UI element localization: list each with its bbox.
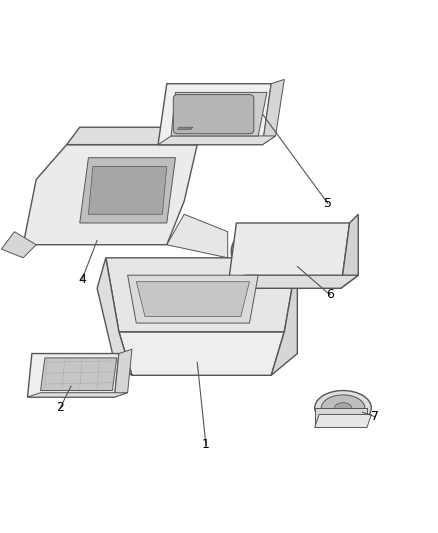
Polygon shape xyxy=(28,393,127,397)
Text: 1: 1 xyxy=(202,439,210,451)
Polygon shape xyxy=(41,358,117,391)
Polygon shape xyxy=(158,84,271,144)
Polygon shape xyxy=(97,258,132,375)
Polygon shape xyxy=(171,92,267,136)
Ellipse shape xyxy=(231,228,294,275)
FancyBboxPatch shape xyxy=(173,94,254,134)
Polygon shape xyxy=(1,232,36,258)
Polygon shape xyxy=(167,214,228,258)
Ellipse shape xyxy=(334,403,352,413)
Text: 5: 5 xyxy=(324,197,332,210)
Polygon shape xyxy=(127,275,258,323)
Polygon shape xyxy=(271,258,297,375)
Polygon shape xyxy=(315,415,371,427)
Polygon shape xyxy=(262,79,284,144)
Polygon shape xyxy=(28,353,119,397)
Text: 6: 6 xyxy=(326,288,334,301)
Ellipse shape xyxy=(321,395,365,421)
Polygon shape xyxy=(67,127,210,144)
Polygon shape xyxy=(158,136,276,144)
Polygon shape xyxy=(315,408,367,425)
Polygon shape xyxy=(119,332,284,375)
Ellipse shape xyxy=(302,237,340,266)
Polygon shape xyxy=(341,214,358,288)
Text: 4: 4 xyxy=(78,273,86,286)
Polygon shape xyxy=(136,282,250,317)
Text: 2: 2 xyxy=(56,401,64,415)
Polygon shape xyxy=(115,349,132,397)
Ellipse shape xyxy=(239,234,286,269)
Polygon shape xyxy=(106,258,297,332)
Polygon shape xyxy=(88,166,167,214)
Polygon shape xyxy=(80,158,176,223)
Text: 7: 7 xyxy=(371,410,379,423)
Polygon shape xyxy=(23,144,197,245)
Polygon shape xyxy=(228,275,358,288)
Polygon shape xyxy=(228,223,350,288)
Polygon shape xyxy=(178,127,193,130)
Ellipse shape xyxy=(295,230,347,272)
Ellipse shape xyxy=(315,391,371,425)
